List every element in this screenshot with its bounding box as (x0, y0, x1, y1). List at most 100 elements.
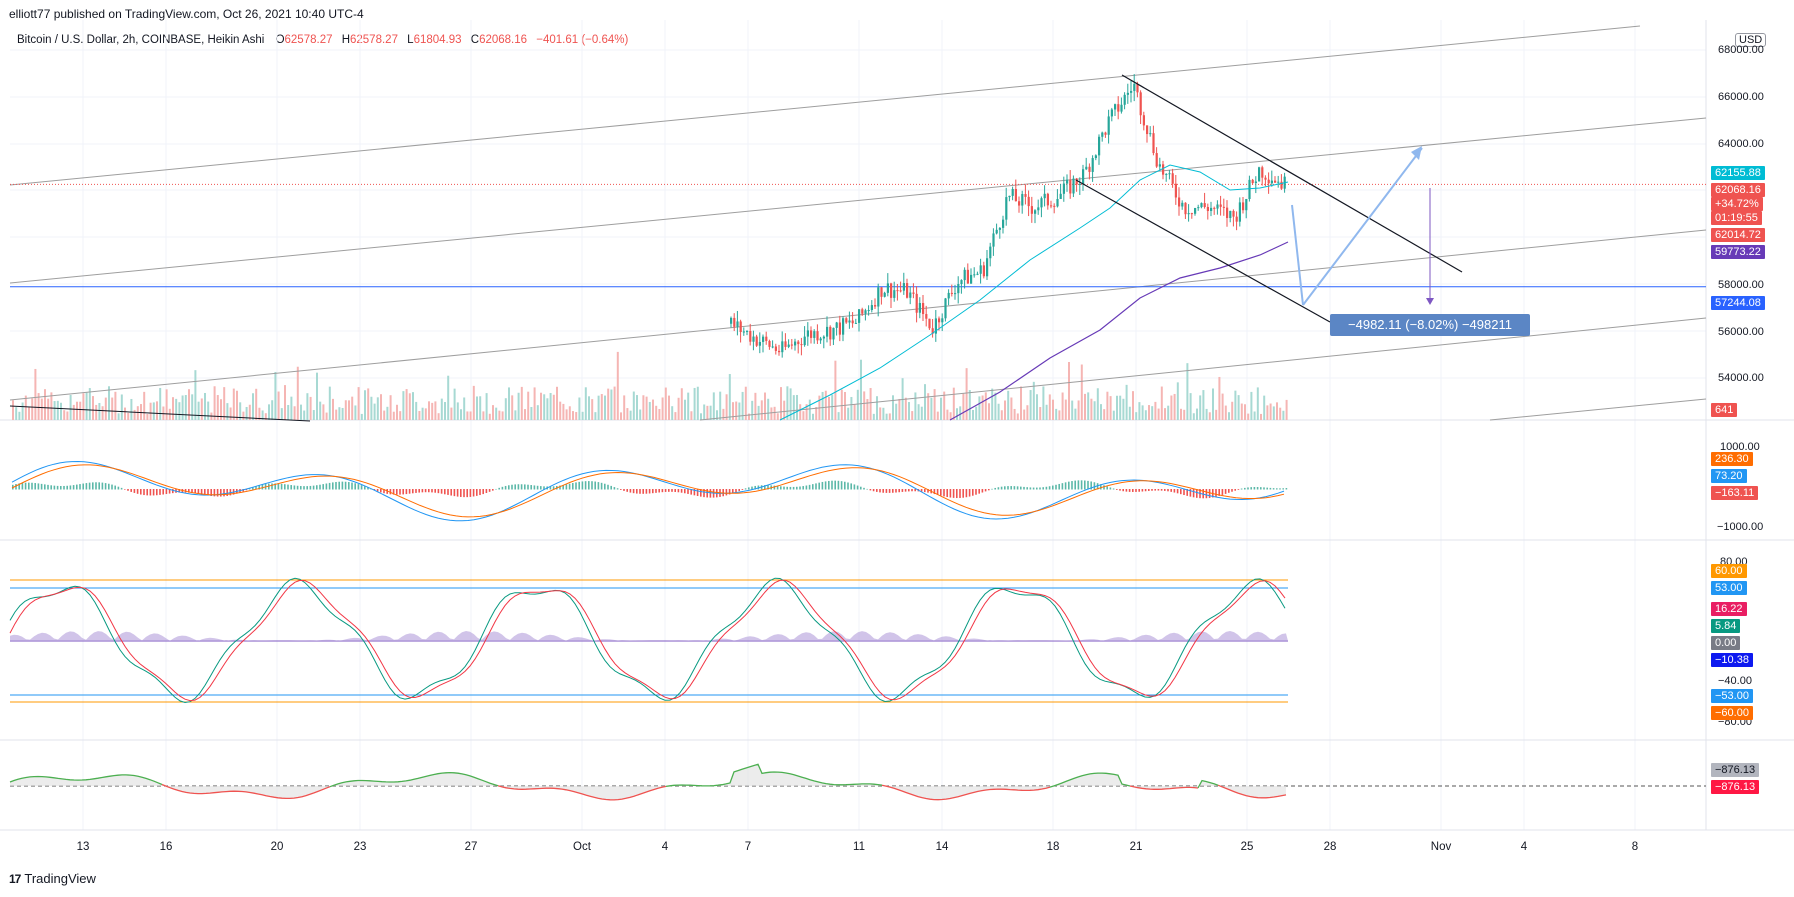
volume-bar (344, 400, 347, 420)
x-tick: 4 (1520, 841, 1528, 853)
volume-bar (466, 411, 469, 420)
macd-histogram-bar (293, 485, 296, 490)
volume-bar (981, 395, 984, 420)
volume-bar (501, 411, 504, 420)
candle-body (749, 331, 752, 342)
candle-body (1062, 183, 1065, 194)
candle-body (1270, 180, 1273, 184)
candle-body (912, 292, 915, 294)
macd-histogram-bar (223, 489, 225, 497)
macd-histogram-bar (709, 489, 712, 498)
volume-bar (268, 404, 270, 420)
volume-bar (312, 410, 315, 420)
candle-body (1085, 166, 1088, 170)
macd-histogram-bar (431, 489, 433, 493)
volume-bar (738, 402, 741, 420)
volume-bar (565, 409, 568, 420)
volume-bar (616, 351, 619, 420)
volume-bar (37, 393, 40, 420)
volume-bar (888, 413, 891, 420)
volume-bar (716, 410, 718, 420)
macd-histogram-bar (1253, 486, 1256, 490)
macd-histogram-bar (1000, 486, 1003, 490)
volume-bar (831, 394, 834, 420)
volume-bar (850, 396, 853, 420)
macd-histogram-bar (504, 485, 507, 490)
macd-histogram-bar (444, 489, 446, 495)
macd-histogram-bar (127, 489, 129, 491)
macd-histogram-bar (428, 489, 430, 493)
macd-histogram-bar (684, 489, 686, 494)
volume-bar (898, 398, 901, 420)
currency-badge[interactable]: USD (1735, 33, 1767, 47)
volume-bar (677, 397, 680, 420)
volume-bar (408, 393, 411, 420)
macd-histogram-bar (162, 489, 164, 495)
grid-lines (10, 20, 1706, 830)
osc-line (497, 785, 667, 801)
candle-body (966, 269, 969, 284)
macd-histogram-bar (309, 485, 312, 490)
macd-histogram-bar (744, 488, 747, 490)
macd-histogram-bar (693, 489, 696, 496)
macd-histogram-bar (629, 489, 632, 493)
macd-histogram-bar (424, 489, 427, 493)
macd-histogram-bar (82, 483, 84, 490)
volume-bar (552, 394, 555, 420)
macd-histogram-bar (1039, 487, 1041, 490)
candle-body (1005, 197, 1008, 220)
macd-histogram-bar (72, 485, 75, 490)
arrow-up-path (1302, 147, 1423, 306)
candle-body (1280, 181, 1283, 189)
symbol-title[interactable]: Bitcoin / U.S. Dollar, 2h, COINBASE, Hei… (17, 34, 265, 46)
candle-body (922, 303, 925, 315)
price-range-measure[interactable]: −4982.11 (−8.02%) −498211 (1330, 314, 1530, 336)
volume-bar (674, 412, 677, 420)
volume-bar (629, 410, 632, 420)
candles (730, 74, 1286, 358)
candle-body (1155, 153, 1158, 167)
macd-histogram-bar (1080, 480, 1083, 490)
macd-histogram-bar (527, 484, 529, 490)
volume-bar (636, 395, 638, 420)
osc-badge: −876.13 (1711, 780, 1760, 794)
volume-bar (1240, 403, 1243, 420)
volume-bar (696, 386, 699, 420)
macd-histogram-bar (847, 482, 849, 490)
candle-body (1242, 202, 1245, 211)
volume-bar (805, 404, 808, 420)
candle-body (1053, 205, 1056, 207)
macd-histogram-bar (69, 485, 72, 490)
macd-histogram-bar (540, 486, 542, 490)
macd-histogram-bar (501, 486, 504, 490)
volume-bar (328, 386, 331, 420)
volume-bar (412, 392, 414, 420)
candle-body (1043, 193, 1046, 199)
volume-bar (69, 394, 72, 420)
macd-histogram-bar (978, 489, 980, 494)
candle-body (826, 326, 829, 337)
candle-body (1002, 219, 1005, 228)
macd-histogram-bar (66, 485, 68, 490)
volume-bar (930, 397, 933, 420)
macd-histogram-bar (296, 485, 299, 490)
volume-bar (943, 391, 946, 420)
macd-histogram-bar (735, 489, 737, 493)
macd-histogram-bar (258, 485, 260, 490)
macd-histogram-bar (520, 484, 523, 490)
candle-body (1267, 179, 1270, 184)
volume-bar (543, 394, 546, 420)
candle-body (1152, 133, 1155, 154)
macd-histogram-bar (783, 486, 785, 490)
macd-histogram-bar (664, 489, 667, 492)
volume-bar (802, 411, 805, 420)
candle-body (1069, 179, 1072, 194)
volume-bar (290, 396, 293, 420)
candle-body (819, 338, 822, 341)
volume-bar (351, 396, 354, 420)
candle-body (874, 305, 877, 307)
macd-histogram-bar (764, 485, 766, 490)
ma-slow-badge: 59773.22 (1711, 245, 1765, 259)
macd-histogram-bar (1208, 489, 1211, 498)
